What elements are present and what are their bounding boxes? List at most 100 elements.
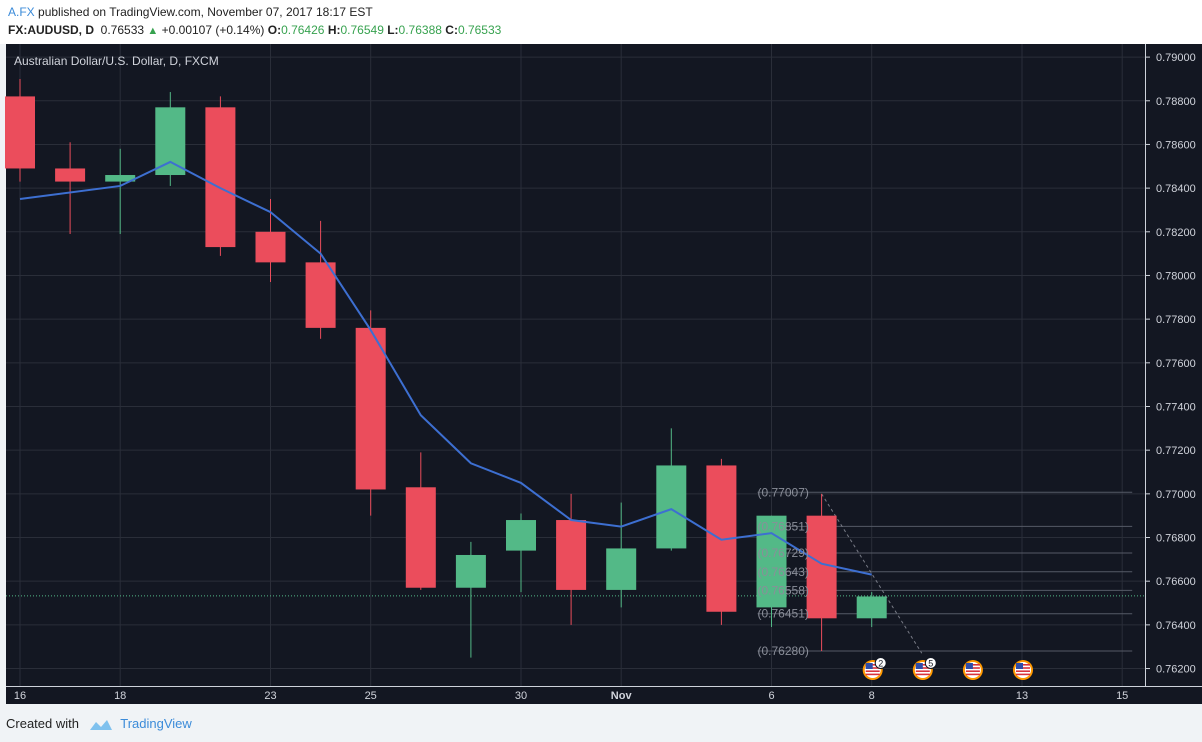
footer: Created with TradingView [6, 716, 192, 732]
chart-title: Australian Dollar/U.S. Dollar, D, FXCM [14, 54, 219, 68]
y-tick-label: 0.77200 [1156, 445, 1196, 457]
candle [205, 96, 236, 256]
candle [706, 458, 737, 625]
publish-line: A.FX published on TradingView.com, Novem… [8, 5, 373, 19]
flag-stripe [965, 673, 980, 676]
candle [806, 493, 837, 652]
low-value: 0.76388 [398, 23, 442, 37]
flag-stripe [965, 670, 980, 672]
candle-body [5, 96, 35, 169]
candle [506, 513, 536, 593]
us-flag-event-icon [1013, 660, 1033, 680]
y-tick-label: 0.78400 [1156, 183, 1196, 195]
candle [105, 148, 136, 234]
x-tick-label: 16 [14, 690, 26, 702]
x-tick-label: 25 [365, 690, 377, 702]
candle [455, 541, 486, 658]
candle [856, 592, 887, 628]
flag-stripe [915, 670, 930, 672]
candle [155, 92, 186, 186]
open-label: O: [267, 23, 282, 37]
x-tick-label: 30 [515, 690, 527, 702]
candle [656, 428, 687, 551]
candle [55, 142, 86, 234]
price-chart[interactable]: 0.79000 0.78800 0.78600 0.78400 0.78200 0.780… [0, 44, 1202, 708]
fib-level-label: (0.76280) [758, 644, 809, 658]
candle-body [455, 554, 486, 588]
fib-trend-line [821, 493, 923, 654]
y-tick-label: 0.76200 [1156, 664, 1196, 676]
x-tick-label: 18 [114, 690, 126, 702]
x-tick-label: Nov [611, 690, 633, 702]
y-tick-label: 0.77000 [1156, 489, 1196, 501]
flag-stripe [865, 673, 880, 676]
ohlc-line: FX:AUDUSD, D 0.76533 ▲ +0.00107 (+0.14%)… [8, 23, 501, 37]
y-tick-label: 0.77400 [1156, 401, 1196, 413]
y-tick-label: 0.76600 [1156, 576, 1196, 588]
moving-average-line [19, 160, 872, 576]
candle-body [255, 231, 286, 263]
candle-body [806, 515, 837, 619]
high-value: 0.76549 [340, 23, 384, 37]
candle-body [506, 520, 536, 551]
tradingview-brand[interactable]: TradingView [120, 716, 192, 731]
fib-level-label: (0.76558) [758, 583, 809, 597]
x-tick-label: 15 [1116, 690, 1128, 702]
flag-canton [965, 663, 973, 669]
candle [405, 452, 436, 590]
candle-body [105, 175, 136, 182]
fib-level-label: (0.76851) [758, 519, 809, 533]
y-tick-label: 0.78000 [1156, 270, 1196, 282]
event-count: 2 [878, 659, 883, 669]
candle-body [606, 548, 637, 590]
price-axis-background [1145, 44, 1202, 686]
high-label: H: [327, 23, 341, 37]
candle-body [355, 327, 386, 490]
time-axis-background [6, 686, 1202, 704]
candle-body [856, 596, 887, 619]
publisher-link[interactable]: A.FX [8, 5, 35, 19]
candle-body [756, 515, 787, 608]
us-flag-event-icon: 5 [912, 657, 937, 680]
candle-body [305, 262, 336, 328]
candle-body [55, 168, 86, 182]
y-tick-label: 0.78600 [1156, 139, 1196, 151]
created-with-text: Created with [6, 716, 79, 731]
candle-body [656, 465, 687, 549]
event-count-badge [874, 657, 887, 669]
published-text: published on TradingView.com, November 0… [38, 5, 373, 19]
y-tick-label: 0.77800 [1156, 314, 1196, 326]
open-value: 0.76426 [281, 23, 325, 37]
up-triangle-icon: ▲ [147, 25, 159, 37]
flag-canton [865, 663, 873, 669]
flag-stripe [1016, 673, 1030, 676]
us-flag-event-icon [962, 660, 983, 680]
x-tick-label: 6 [768, 690, 774, 702]
y-tick-label: 0.78800 [1156, 96, 1196, 108]
close-value: 0.76533 [457, 23, 502, 37]
low-label: L: [387, 23, 399, 37]
event-count: 5 [928, 659, 933, 669]
candle-body [556, 520, 587, 590]
flag-stripe [1016, 670, 1030, 672]
close-label: C: [445, 23, 458, 37]
y-tick-label: 0.76400 [1156, 620, 1196, 632]
us-flag-event-icon: 2 [862, 657, 887, 680]
flag-stripe [915, 673, 930, 676]
fib-level-label: (0.76451) [758, 607, 809, 621]
fib-level-label: (0.77007) [758, 485, 809, 499]
candle-body [405, 487, 436, 588]
candle [355, 310, 386, 516]
flag-stripe [865, 670, 880, 672]
candle [255, 199, 286, 283]
last-price: 0.76533 [100, 23, 145, 37]
tradingview-logo-icon [89, 719, 112, 730]
candle [556, 493, 587, 625]
symbol-label: FX:AUDUSD, D [8, 23, 94, 37]
chart-header: A.FX published on TradingView.com, Novem… [0, 0, 1202, 44]
candle [606, 502, 637, 608]
y-tick-label: 0.79000 [1156, 52, 1196, 64]
fib-level-label: (0.76729) [758, 546, 809, 560]
event-count-badge [924, 657, 937, 669]
y-tick-label: 0.77600 [1156, 358, 1196, 370]
